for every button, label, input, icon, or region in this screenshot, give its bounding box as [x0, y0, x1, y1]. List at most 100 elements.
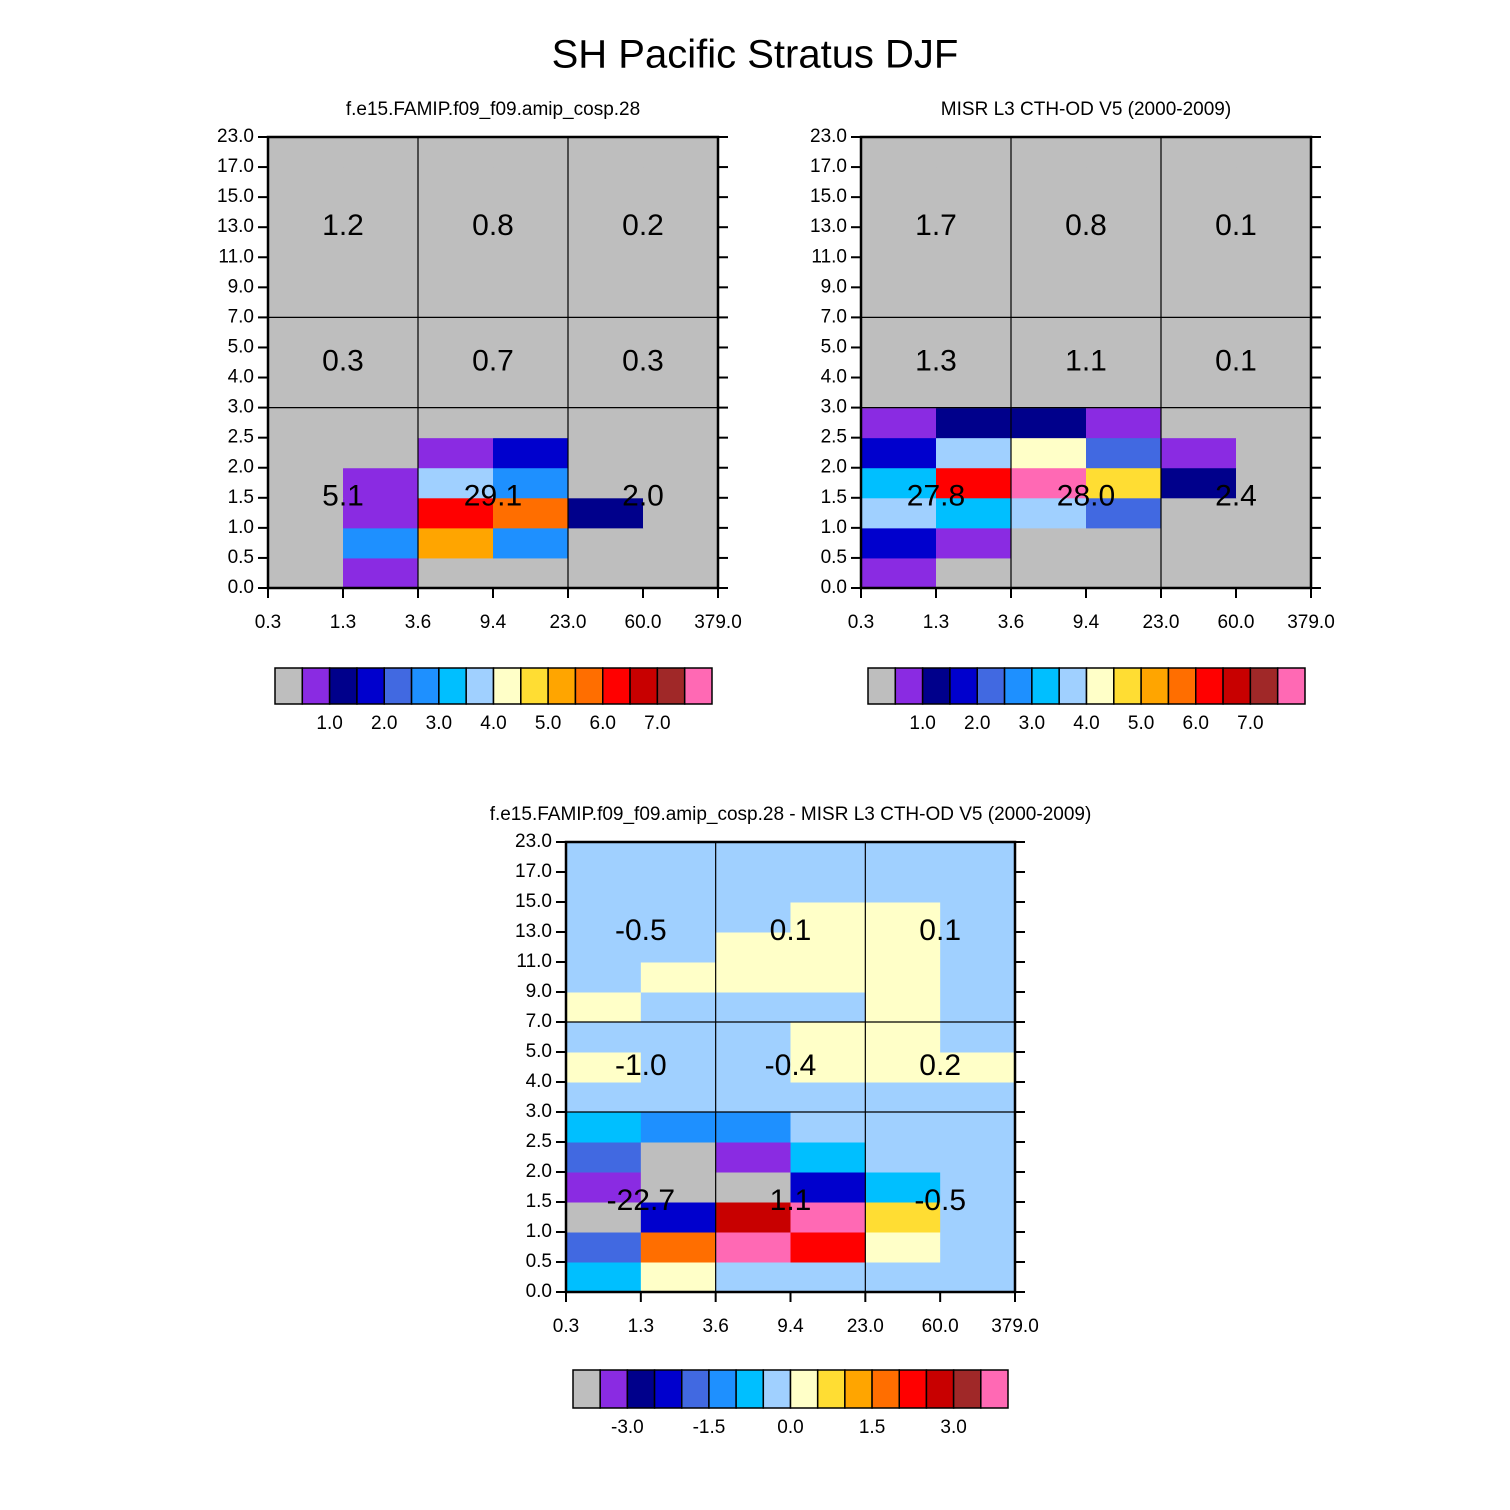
colorbar-label: 6.0 — [1183, 713, 1209, 734]
y-tick-label: 17.0 — [217, 156, 254, 177]
cell — [940, 1022, 1016, 1053]
cell — [418, 527, 494, 559]
cell — [1161, 557, 1237, 589]
y-tick-label: 0.0 — [821, 577, 847, 598]
colorbar-label: 2.0 — [371, 713, 397, 734]
colorbar-box — [762, 1369, 792, 1409]
cell — [865, 1262, 941, 1293]
region-value: -22.7 — [607, 1184, 675, 1217]
y-tick-label: 13.0 — [810, 216, 847, 237]
colorbar-box — [626, 1369, 656, 1409]
cell — [568, 377, 644, 409]
cell — [566, 1172, 642, 1203]
region-value: 0.1 — [1215, 209, 1257, 242]
y-tick-label: 2.5 — [228, 427, 254, 448]
y-tick-label: 1.5 — [821, 487, 847, 508]
cell — [715, 1082, 791, 1113]
colorbar-box — [952, 1369, 982, 1409]
cell — [790, 842, 866, 873]
cell — [418, 137, 494, 168]
cell — [865, 932, 941, 963]
cell — [268, 257, 344, 288]
y-tick-label: 0.5 — [526, 1251, 552, 1272]
y-tick-label: 17.0 — [810, 156, 847, 177]
cell — [418, 227, 494, 258]
cell — [936, 287, 1012, 318]
cell — [568, 257, 644, 288]
colorbar-label: 5.0 — [1128, 713, 1154, 734]
x-tick-label: 0.3 — [255, 612, 281, 633]
cell — [865, 1142, 941, 1173]
region-value: 2.4 — [1215, 480, 1257, 513]
region-value: 27.8 — [907, 480, 965, 513]
y-tick-label: 0.5 — [228, 547, 254, 568]
colorbar-box — [438, 667, 467, 705]
x-tick-label: 9.4 — [777, 1316, 804, 1337]
cell — [1236, 167, 1312, 198]
cell — [861, 407, 937, 439]
cell — [861, 227, 937, 258]
y-tick-label: 1.0 — [526, 1221, 552, 1242]
colorbar-box — [789, 1369, 819, 1409]
cell — [1236, 407, 1312, 439]
cell — [1086, 497, 1162, 529]
cell — [640, 1052, 717, 1083]
cell — [940, 842, 1016, 873]
colorbar-label: 4.0 — [480, 713, 506, 734]
cell — [1011, 137, 1087, 168]
cell — [343, 257, 419, 288]
cell — [1236, 287, 1312, 318]
colorbar-box — [1003, 667, 1033, 705]
cell — [715, 842, 791, 873]
colorbar-label: 1.0 — [316, 713, 342, 734]
x-tick-label: 9.4 — [1073, 612, 1100, 633]
cell — [643, 347, 719, 379]
cell — [493, 137, 569, 168]
colorbar-box — [410, 667, 440, 705]
cell — [343, 467, 419, 499]
cell — [936, 557, 1012, 589]
cell — [343, 197, 419, 228]
cell — [493, 287, 569, 318]
cell — [568, 167, 644, 198]
cell — [1236, 197, 1312, 228]
y-tick-label: 11.0 — [516, 951, 552, 972]
cell — [861, 137, 937, 168]
y-tick-label: 1.5 — [228, 487, 254, 508]
cell — [940, 992, 1016, 1023]
cell — [640, 842, 717, 873]
cell — [268, 287, 344, 318]
x-tick-label: 0.3 — [848, 612, 874, 633]
cell — [268, 557, 344, 589]
cell — [1086, 467, 1162, 499]
cell — [1086, 407, 1162, 439]
cell — [1161, 407, 1237, 439]
cell — [640, 1262, 717, 1293]
cell — [940, 1172, 1016, 1203]
cell — [861, 557, 937, 589]
cell — [566, 932, 642, 963]
cell — [640, 1202, 717, 1233]
cell — [268, 527, 344, 559]
x-tick-label: 60.0 — [922, 1316, 959, 1337]
cell — [493, 437, 569, 469]
cell — [1236, 317, 1312, 348]
cell — [1161, 197, 1237, 228]
region-value: 28.0 — [1057, 480, 1115, 513]
cell — [643, 377, 719, 409]
region-value: 1.1 — [1065, 344, 1107, 377]
cell — [493, 347, 569, 379]
colorbar-box — [492, 667, 522, 705]
y-tick-label: 23.0 — [217, 126, 254, 147]
colorbar-label: 7.0 — [644, 713, 670, 734]
cell — [936, 467, 1012, 499]
cell — [1236, 557, 1312, 589]
cell — [1011, 527, 1087, 559]
y-tick-label: 5.0 — [526, 1041, 552, 1062]
region-value: 2.0 — [622, 480, 664, 513]
region-value: 0.1 — [770, 914, 812, 947]
colorbar-box — [599, 1369, 629, 1409]
cell — [1086, 167, 1162, 198]
cell — [493, 197, 569, 228]
cell — [790, 1082, 866, 1113]
